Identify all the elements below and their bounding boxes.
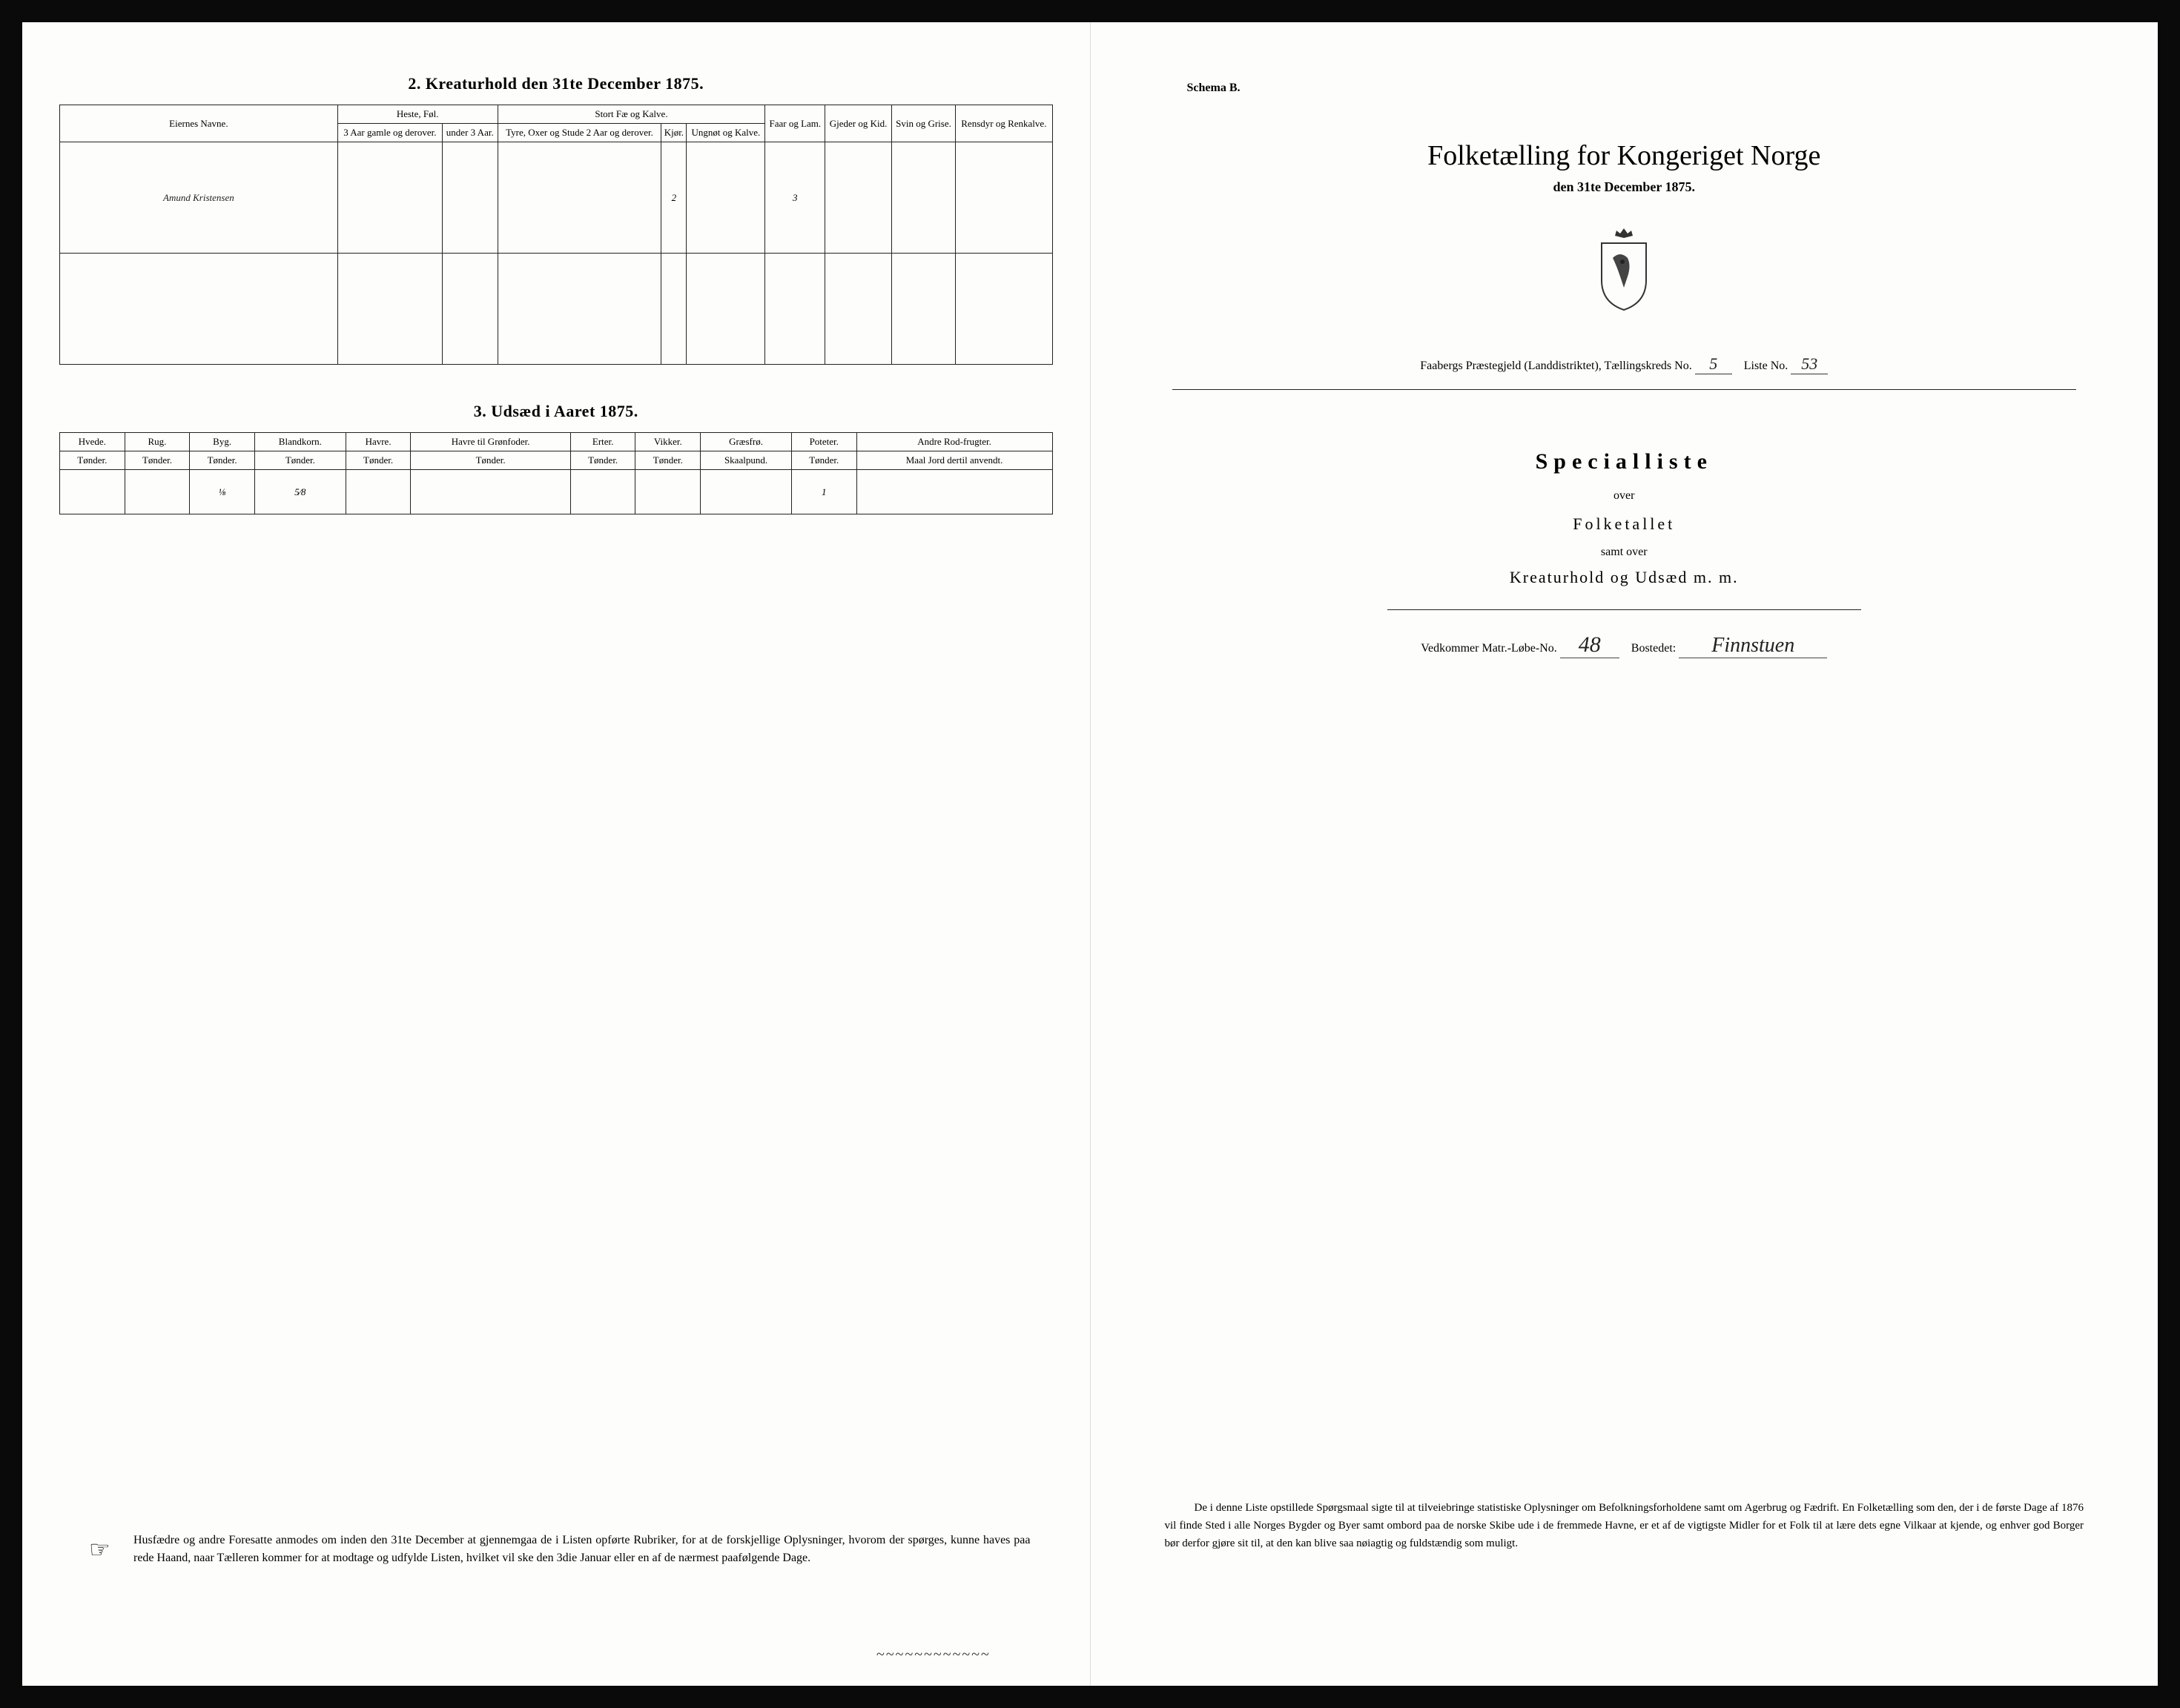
th-eiernes: Eiernes Navne. <box>60 105 338 142</box>
kreaturhold-table: Eiernes Navne. Heste, Føl. Stort Fæ og K… <box>59 105 1053 365</box>
th-stortfae: Stort Fæ og Kalve. <box>498 105 765 124</box>
table-row-empty <box>60 254 1053 365</box>
th-rug: Rug. <box>125 433 190 451</box>
kreaturhold-label: Kreaturhold og Udsæd m. m. <box>1128 568 2121 587</box>
table-row: Amund Kristensen 2 3 <box>60 142 1053 254</box>
sub-date: den 31te December 1875. <box>1128 179 2121 195</box>
coat-of-arms-icon <box>1128 225 2121 317</box>
th-graesfro: Græsfrø. <box>701 433 792 451</box>
th-havre: Havre. <box>346 433 411 451</box>
udsaed-table: Hvede. Rug. Byg. Blandkorn. Havre. Havre… <box>59 432 1053 514</box>
unit-9: Skaalpund. <box>701 451 792 470</box>
bostedet-label: Bostedet: <box>1631 642 1676 655</box>
bostedet-value: Finnstuen <box>1679 634 1827 658</box>
unit-4: Tønder. <box>254 451 346 470</box>
unit-6: Tønder. <box>411 451 570 470</box>
th-havretil: Havre til Grønfoder. <box>411 433 570 451</box>
unit-5: Tønder. <box>346 451 411 470</box>
th-rensdyr: Rensdyr og Renkalve. <box>956 105 1052 142</box>
liste-no: 53 <box>1791 354 1828 374</box>
th-vikker: Vikker. <box>635 433 701 451</box>
unit-1: Tønder. <box>60 451 125 470</box>
unit-7: Tønder. <box>570 451 635 470</box>
th-blandkorn: Blandkorn. <box>254 433 346 451</box>
th-erter: Erter. <box>570 433 635 451</box>
section3-title: 3. Udsæd i Aaret 1875. <box>59 402 1053 421</box>
th-gjeder: Gjeder og Kid. <box>825 105 892 142</box>
val-kjor: 2 <box>661 142 687 254</box>
th-svin: Svin og Grise. <box>891 105 955 142</box>
main-title: Folketælling for Kongeriget Norge <box>1128 139 2121 172</box>
divider <box>1387 609 1862 610</box>
val-poteter: 1 <box>791 470 856 514</box>
val-faar: 3 <box>765 142 825 254</box>
district-prefix: Faabergs Præstegjeld (Landdistriktet), T… <box>1420 360 1691 372</box>
left-footer-note: ☞ Husfædre og andre Foresatte anmodes om… <box>133 1532 1031 1567</box>
folketallet-label: Folketallet <box>1128 514 2121 534</box>
unit-11: Maal Jord dertil anvendt. <box>856 451 1052 470</box>
th-heste-sub1: 3 Aar gamle og derover. <box>337 124 442 142</box>
unit-8: Tønder. <box>635 451 701 470</box>
owner-name: Amund Kristensen <box>60 142 338 254</box>
th-stort-sub1: Tyre, Oxer og Stude 2 Aar og derover. <box>498 124 661 142</box>
schema-label: Schema B. <box>1187 82 2121 95</box>
th-hvede: Hvede. <box>60 433 125 451</box>
th-faar: Faar og Lam. <box>765 105 825 142</box>
liste-label: Liste No. <box>1744 360 1788 372</box>
th-heste: Heste, Føl. <box>337 105 498 124</box>
th-andre: Andre Rod-frugter. <box>856 433 1052 451</box>
unit-10: Tønder. <box>791 451 856 470</box>
th-heste-sub2: under 3 Aar. <box>442 124 498 142</box>
th-poteter: Poteter. <box>791 433 856 451</box>
district-no: 5 <box>1695 354 1732 374</box>
unit-2: Tønder. <box>125 451 190 470</box>
specialliste-heading: Specialliste <box>1128 449 2121 474</box>
matr-line: Vedkommer Matr.-Løbe-No. 48 Bostedet: Fi… <box>1128 632 2121 658</box>
samt-over-label: samt over <box>1128 546 2121 559</box>
district-line: Faabergs Præstegjeld (Landdistriktet), T… <box>1128 354 2121 374</box>
right-page: Schema B. Folketælling for Kongeriget No… <box>1091 22 2158 1686</box>
table-row: ⅛ 5⁄8 1 <box>60 470 1053 514</box>
left-page: 2. Kreaturhold den 31te December 1875. E… <box>22 22 1091 1686</box>
matr-label: Vedkommer Matr.-Løbe-No. <box>1421 642 1557 655</box>
over-label: over <box>1128 489 2121 503</box>
section2-title: 2. Kreaturhold den 31te December 1875. <box>59 74 1053 93</box>
matr-no: 48 <box>1560 632 1619 658</box>
binding-scribble: ~~~~~~~~~~~~ <box>876 1646 991 1664</box>
left-footer-text: Husfædre og andre Foresatte anmodes om i… <box>133 1534 1031 1564</box>
val-byg: ⅛ <box>190 470 255 514</box>
val-blandkorn: 5⁄8 <box>254 470 346 514</box>
document-scan: 2. Kreaturhold den 31te December 1875. E… <box>22 22 2158 1686</box>
th-byg: Byg. <box>190 433 255 451</box>
th-stort-sub3: Ungnøt og Kalve. <box>687 124 765 142</box>
divider <box>1172 389 2077 390</box>
pointing-hand-icon: ☞ <box>89 1532 110 1567</box>
unit-3: Tønder. <box>190 451 255 470</box>
th-stort-sub2: Kjør. <box>661 124 687 142</box>
right-footer-note: De i denne Liste opstillede Spørgsmaal s… <box>1165 1499 2084 1552</box>
